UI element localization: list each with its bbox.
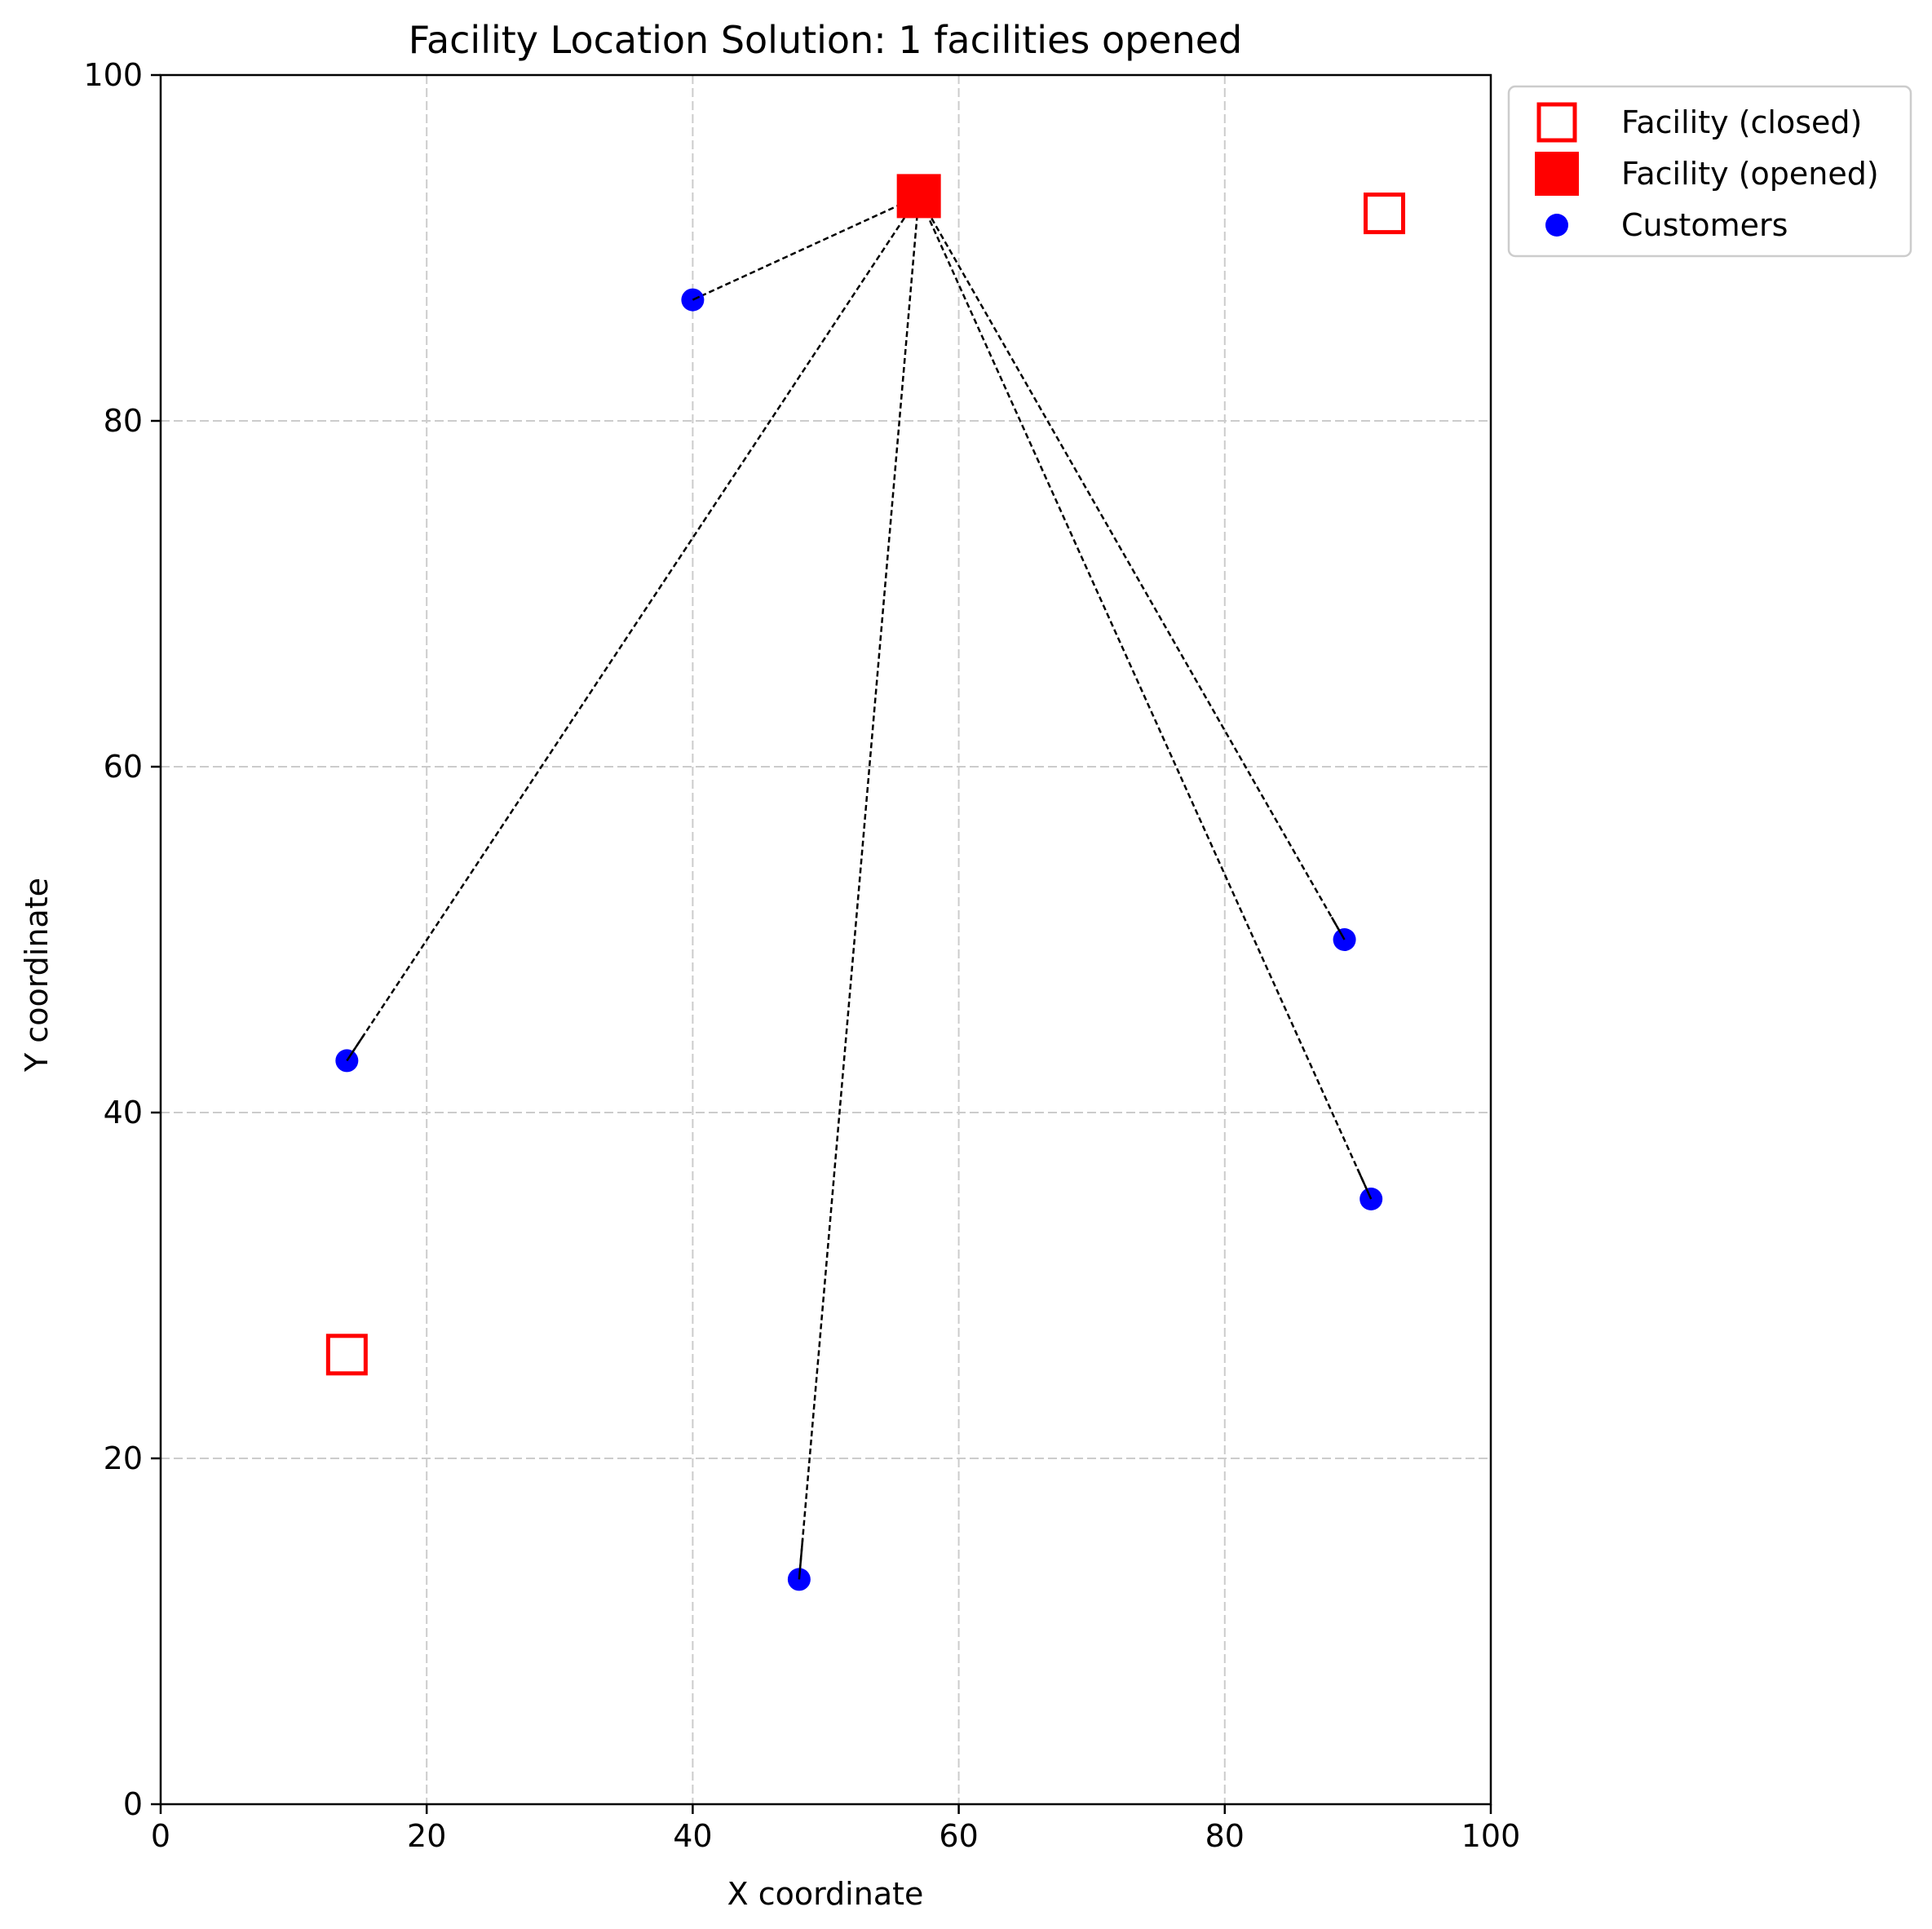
legend-label: Facility (opened) (1621, 156, 1879, 192)
x-tick-label: 20 (407, 1818, 446, 1854)
assignment-line-end (1356, 1168, 1373, 1200)
legend-marker-facility-closed (1536, 102, 1577, 143)
legend-marker-customers (1545, 214, 1568, 237)
y-tick-label: 40 (104, 1095, 143, 1130)
x-axis-label: X coordinate (727, 1876, 924, 1912)
y-tick-label: 100 (83, 57, 143, 93)
legend-label: Facility (closed) (1621, 104, 1862, 140)
assignment-line (346, 195, 920, 1062)
assignment-line (798, 196, 920, 1580)
assignment-line-end (346, 1033, 365, 1062)
markers (325, 174, 1406, 1591)
legend-box (1507, 85, 1912, 258)
assignment-line-end (798, 1537, 804, 1580)
x-tick-label: 80 (1205, 1818, 1245, 1854)
x-tick-label: 40 (673, 1818, 712, 1854)
plot-frame (159, 73, 1492, 1806)
facility-closed-marker (325, 1334, 368, 1376)
assignment-line-end (692, 295, 701, 301)
y-tick-label: 0 (123, 1786, 143, 1822)
assignment-line (692, 195, 920, 301)
assignment-line (917, 195, 1373, 1200)
assignment-line (917, 195, 1346, 940)
x-tick-label: 60 (939, 1818, 978, 1854)
assignment-line-end (1330, 917, 1346, 940)
facility-closed-marker (1364, 192, 1406, 235)
assignment-lines (346, 195, 1373, 1580)
y-axis-label: Y coordinate (19, 878, 55, 1073)
axes (159, 73, 1492, 1806)
y-tick-label: 80 (104, 403, 143, 439)
chart-title: Facility Location Solution: 1 facilities… (409, 18, 1243, 62)
facility-opened-marker (896, 174, 941, 219)
y-tick-label: 60 (104, 749, 143, 785)
legend: Facility (closed) Facility (opened) Custom… (1507, 85, 1912, 258)
ticks: 0 20 40 60 80 100 0 20 40 60 80 100 (83, 57, 1520, 1854)
legend-label: Customers (1621, 207, 1788, 243)
y-tick-label: 20 (104, 1440, 143, 1476)
x-tick-label: 0 (151, 1818, 170, 1854)
legend-marker-facility-opened (1535, 152, 1579, 196)
x-tick-label: 100 (1461, 1818, 1521, 1854)
